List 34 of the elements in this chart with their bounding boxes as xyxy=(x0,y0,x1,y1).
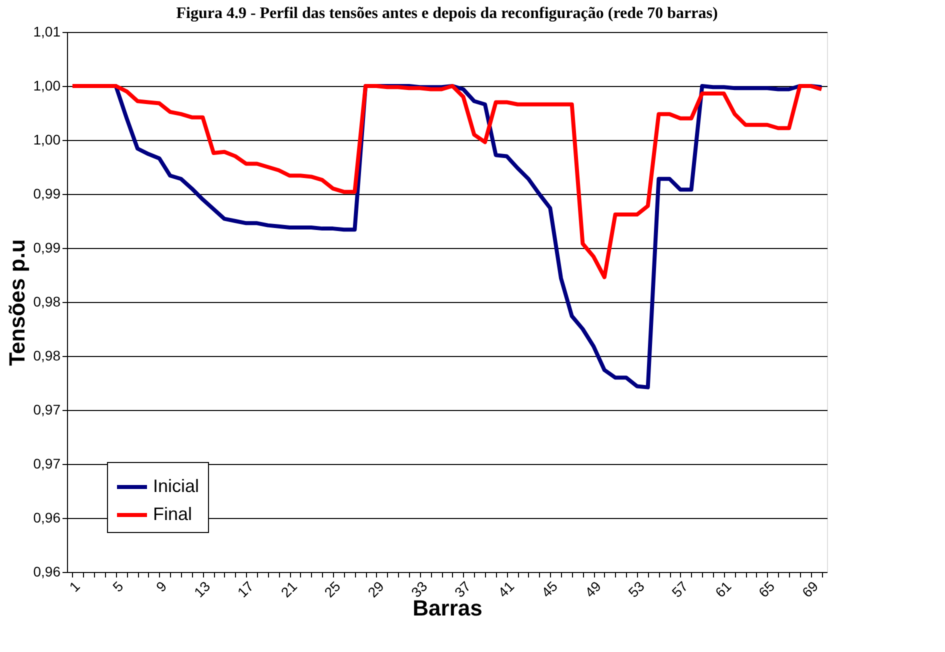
y-tick-label: 0,98 xyxy=(33,294,61,310)
x-tick-label: 5 xyxy=(109,578,126,595)
x-tick-label: 49 xyxy=(582,578,604,600)
x-tick-label: 57 xyxy=(668,578,691,600)
x-tick-label: 25 xyxy=(321,578,344,600)
y-tick-label: 0,97 xyxy=(33,456,61,472)
x-tick-label: 29 xyxy=(364,578,387,600)
x-tick-label: 1 xyxy=(66,578,83,595)
y-tick-label: 0,96 xyxy=(33,510,61,526)
y-tick-label: 1,00 xyxy=(33,78,61,94)
x-tick-label: 17 xyxy=(234,578,257,600)
legend-label: Inicial xyxy=(153,476,200,496)
y-axis-title: Tensões p.u xyxy=(4,239,30,366)
x-tick-label: 69 xyxy=(798,578,822,600)
x-tick-label: 53 xyxy=(625,578,648,600)
y-tick-label: 0,96 xyxy=(33,564,61,580)
x-tick-label: 45 xyxy=(538,578,561,600)
y-tick-label: 0,98 xyxy=(33,348,61,364)
line-series xyxy=(70,84,824,280)
x-tick-label: 21 xyxy=(278,578,300,600)
y-tick-label: 0,99 xyxy=(33,186,61,202)
x-tick-label: 9 xyxy=(152,578,170,595)
y-tick-label: 1,01 xyxy=(33,24,61,40)
x-tick-label: 61 xyxy=(712,578,734,600)
x-tick-label: 41 xyxy=(494,578,518,600)
x-tick-label: 37 xyxy=(451,578,474,600)
chart-title: Figura 4.9 - Perfil das tensões antes e depois da reconfiguração (rede 70 barras) xyxy=(176,5,718,22)
y-tick-label: 0,97 xyxy=(33,402,61,418)
legend-label: Final xyxy=(153,504,192,524)
y-tick-label: 0,99 xyxy=(33,240,61,256)
x-tick-label: 65 xyxy=(755,578,778,600)
x-tick-label: 13 xyxy=(190,578,214,600)
y-tick-label: 1,00 xyxy=(33,132,61,148)
x-tick-label: 33 xyxy=(408,578,430,600)
